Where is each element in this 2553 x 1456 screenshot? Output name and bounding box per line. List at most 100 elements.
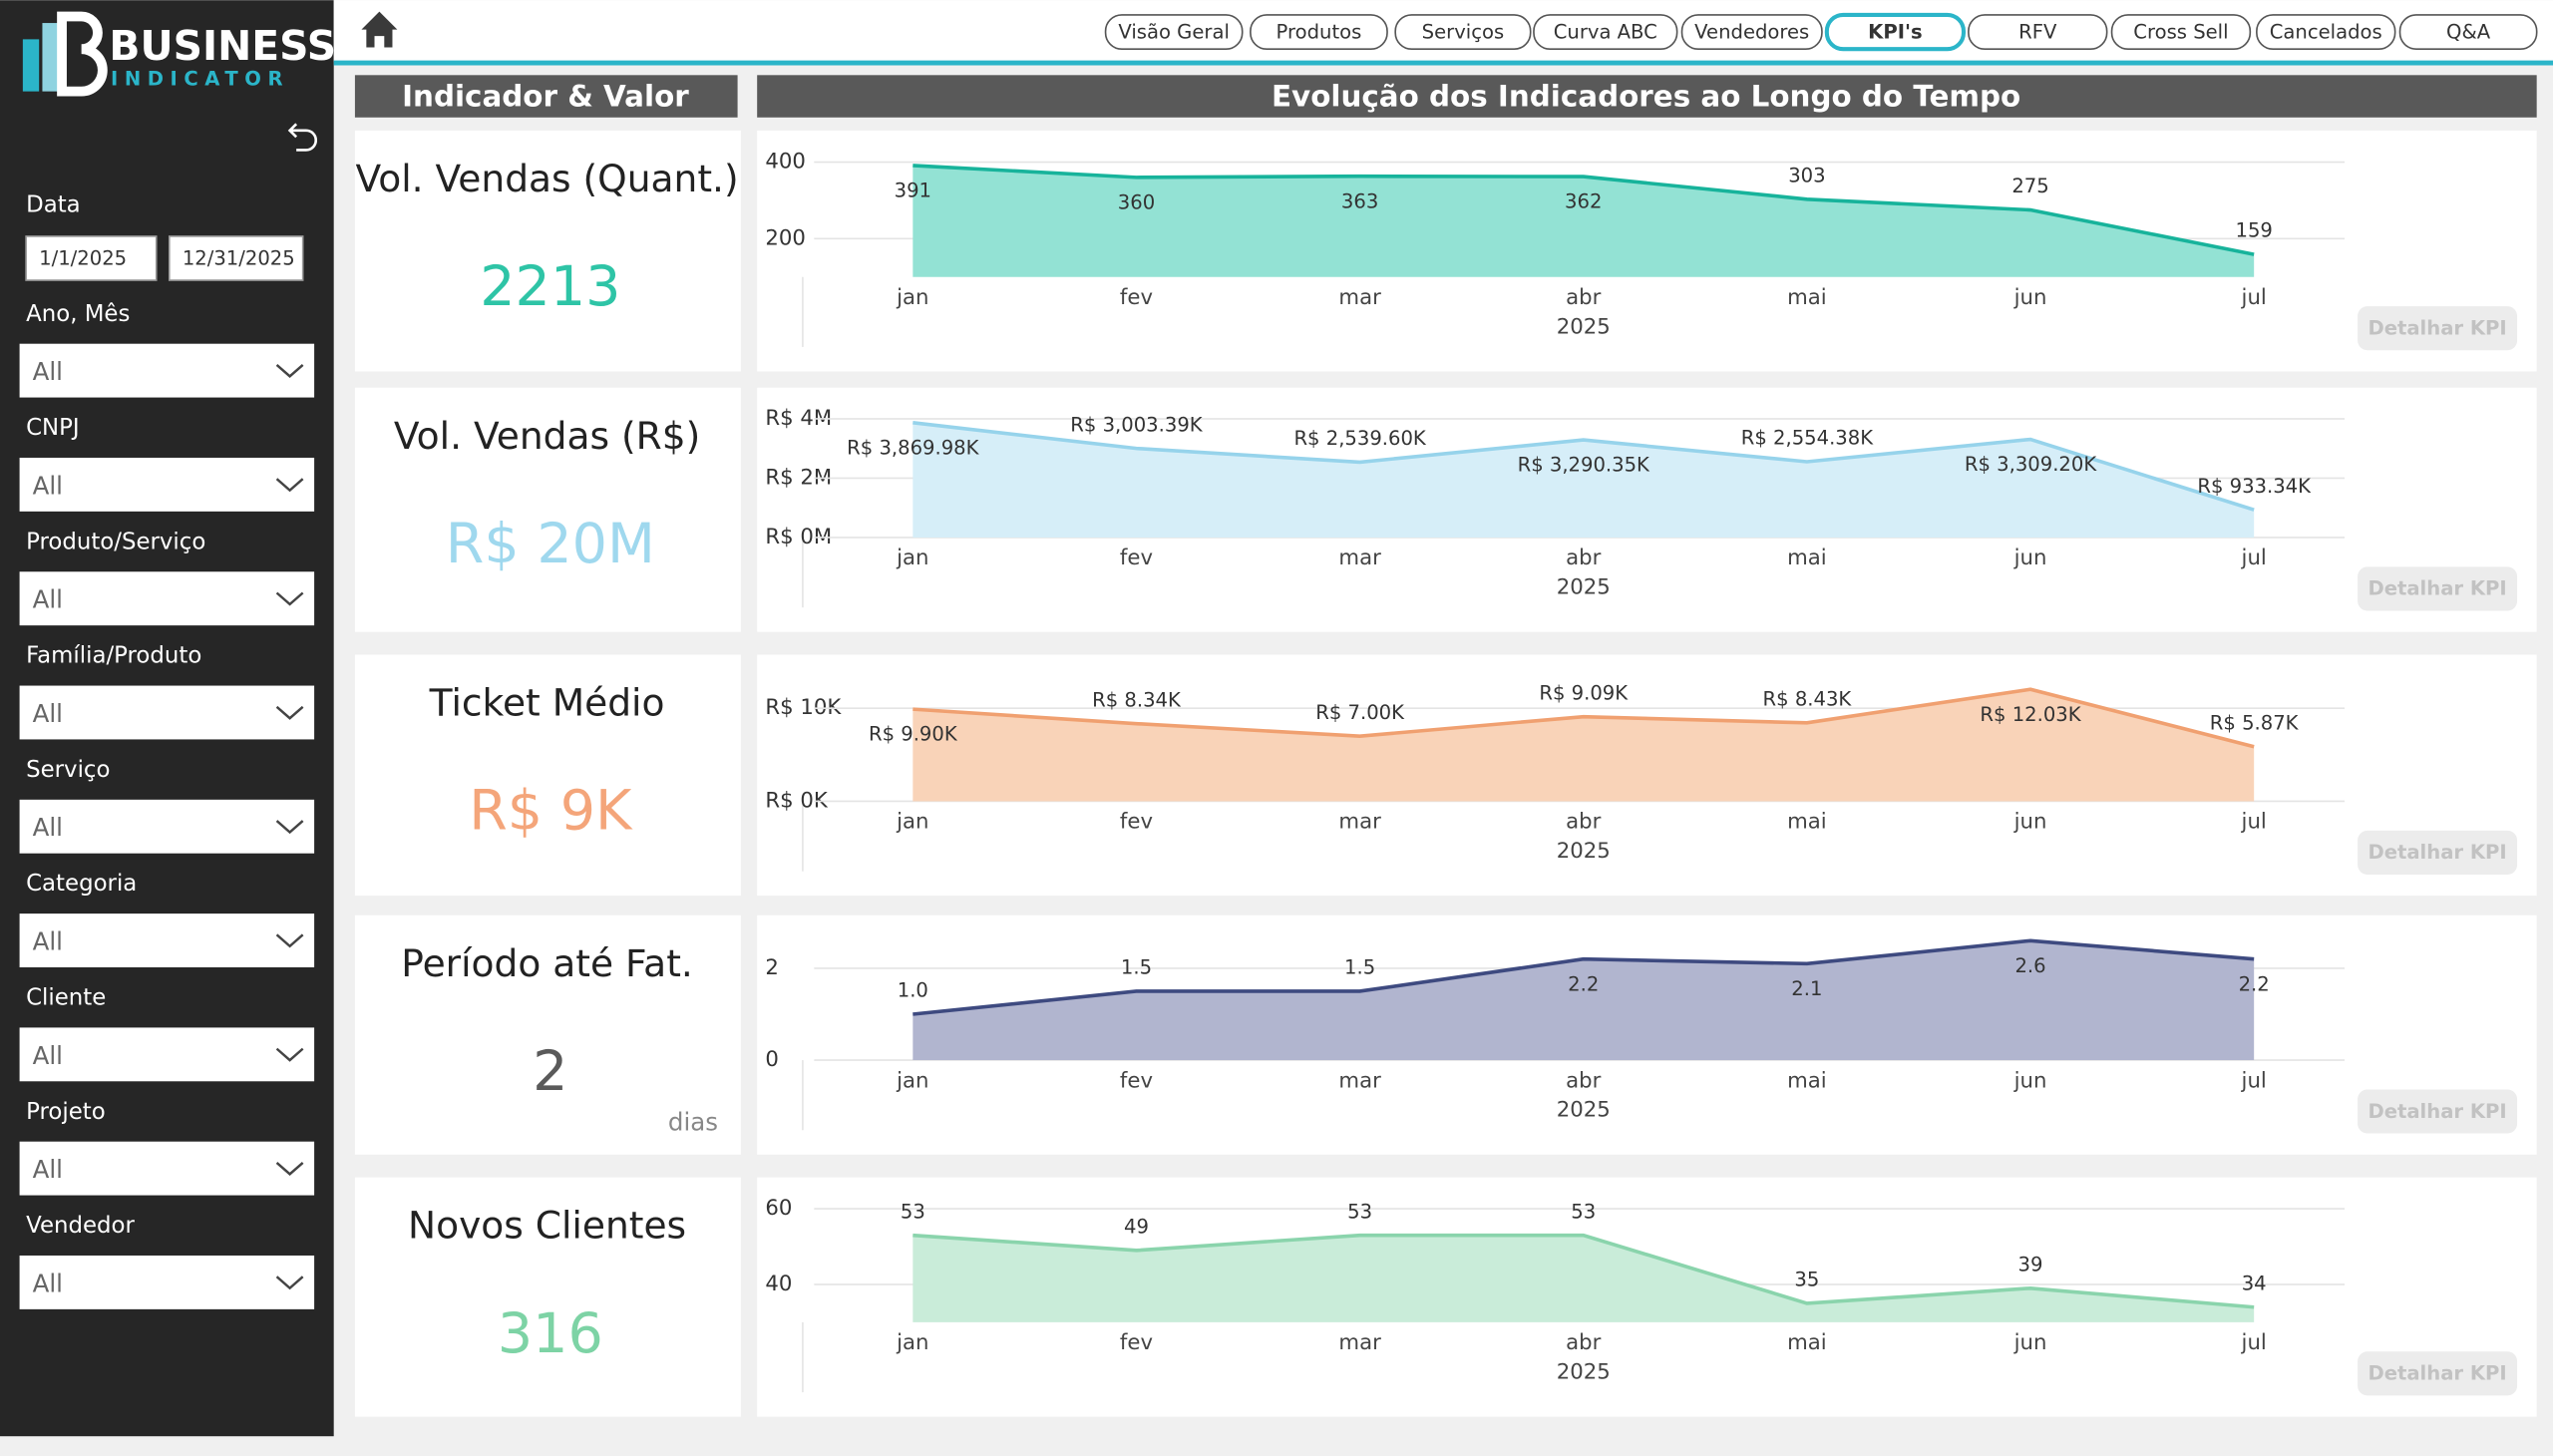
value-label: R$ 8.43K [1763,687,1853,710]
filter-label: Família/Produto [26,643,201,669]
dropdown[interactable] [19,685,315,740]
header-bar [757,75,2537,118]
detail-button-label: Detalhar KPI [2368,316,2506,339]
x-tick-label: jul [2241,810,2267,835]
nav-label: Curva ABC [1554,20,1657,43]
x-axis-title: 2025 [1557,1360,1611,1385]
filter-label: Serviço [26,757,110,783]
date-input[interactable] [25,235,158,281]
x-tick-label: fev [1120,546,1153,570]
filter-label: Produto/Serviço [26,529,205,554]
kpi-value: R$ 9K [469,779,633,844]
value-label: 360 [1118,190,1155,213]
nav-button[interactable] [1394,14,1532,50]
detail-button-label: Detalhar KPI [2368,577,2506,600]
value-label: R$ 7.00K [1315,701,1405,724]
dropdown[interactable] [19,1141,315,1196]
value-label: R$ 3,290.35K [1518,454,1650,477]
dropdown-value: All [33,1269,63,1297]
x-axis-title: 2025 [1557,1098,1611,1123]
filter-label: Cliente [26,985,106,1011]
dropdown-value: All [33,585,63,614]
y-tick-label: 60 [765,1196,792,1221]
value-label: R$ 2,554.38K [1741,427,1874,450]
brand-name: BUSINESS [109,22,336,70]
kpi-value: 2213 [480,254,620,319]
filter-label: CNPJ [26,415,80,441]
dropdown-chevron [275,933,304,948]
dropdown[interactable] [19,799,315,854]
x-tick-label: fev [1120,285,1153,310]
nav-button[interactable] [1968,14,2108,50]
kpi-card [354,654,741,897]
nav-button[interactable] [1104,14,1244,50]
logo-b [57,11,108,97]
dropdown-chevron [275,1161,304,1176]
detail-button[interactable] [2358,830,2518,875]
value-label: 303 [1788,164,1825,186]
dropdown[interactable] [19,457,315,512]
detail-button-label: Detalhar KPI [2368,1362,2506,1385]
x-axis-title: 2025 [1557,839,1611,864]
x-tick-label: mar [1338,285,1381,310]
date-input[interactable] [168,235,304,281]
detail-button[interactable] [2358,1089,2518,1134]
x-axis-title: 2025 [1557,575,1611,600]
filter-label: Ano, Mês [26,301,130,327]
dropdown[interactable] [19,1027,315,1082]
filter-label: Data [26,191,81,217]
area-fill [912,1235,2255,1322]
x-tick-label: mar [1338,810,1381,835]
area-fill [912,165,2255,277]
nav-button[interactable] [1824,12,1967,52]
nav-button[interactable] [2398,14,2538,50]
detail-button[interactable] [2358,306,2518,351]
nav-label: KPI's [1868,20,1922,43]
dropdown[interactable] [19,913,315,967]
header-title: Evolução dos Indicadores ao Longo do Tem… [1272,80,2020,114]
x-tick-label: jun [2013,546,2047,570]
value-label: R$ 3,869.98K [847,436,979,459]
x-tick-label: mai [1787,1330,1827,1355]
dropdown[interactable] [19,571,315,626]
logo-bar [42,23,59,92]
kpi-title: Novos Clientes [408,1204,686,1248]
detail-button[interactable] [2358,566,2518,611]
value-label: 1.5 [1344,956,1375,979]
back-button[interactable] [287,123,318,152]
x-tick-label: abr [1566,810,1601,835]
nav-button[interactable] [2110,14,2252,50]
x-tick-label: jan [896,1068,928,1093]
dropdown-chevron [275,363,304,378]
filter-label: Categoria [26,871,137,897]
nav-label: Vendedores [1694,20,1809,43]
value-label: 1.5 [1121,956,1152,979]
dropdown[interactable] [19,1255,315,1309]
x-tick-label: jan [896,810,928,835]
kpi-card [354,130,741,372]
header-bar [354,75,738,118]
x-tick-label: jul [2241,285,2267,310]
x-tick-label: jun [2013,810,2047,835]
value-label: R$ 8.34K [1092,688,1182,711]
nav-button[interactable] [1250,14,1388,50]
nav-button[interactable] [2256,14,2396,50]
dropdown-value: All [33,357,63,386]
x-tick-label: mai [1787,285,1827,310]
y-tick-label: 2 [765,955,779,980]
nav-button[interactable] [1533,14,1678,50]
area-line [912,938,2255,1016]
dropdown-value: All [33,1155,63,1184]
nav-button[interactable] [1680,14,1823,50]
detail-button[interactable] [2358,1351,2518,1396]
x-tick-label: jun [2013,1068,2047,1093]
kpi-card [354,914,741,1155]
value-label: R$ 2,539.60K [1293,427,1426,450]
kpi-value: R$ 20M [446,512,655,576]
x-tick-label: mar [1338,546,1381,570]
dropdown[interactable] [19,343,315,398]
kpi-title: Vol. Vendas (R$) [394,414,700,458]
value-label: R$ 12.03K [1980,703,2081,726]
kpi-title: Vol. Vendas (Quant.) [355,157,738,200]
